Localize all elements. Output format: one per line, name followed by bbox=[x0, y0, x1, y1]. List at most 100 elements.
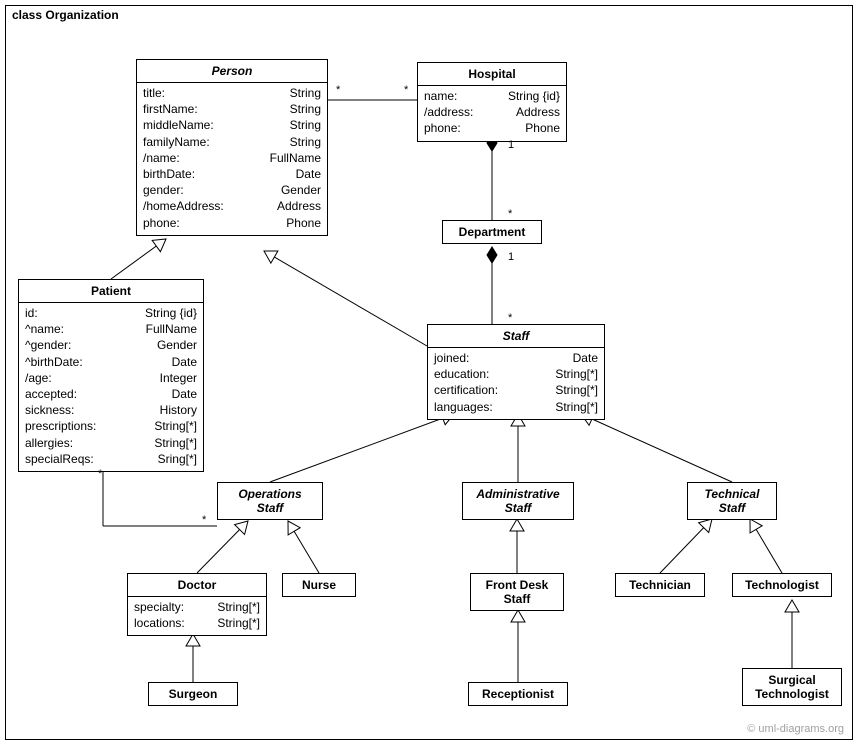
attribute-type: Date bbox=[284, 166, 321, 182]
attribute-row: /name: FullName bbox=[143, 150, 321, 166]
class-attributes: id:String {id}^name:FullName^gender:Gend… bbox=[19, 303, 203, 471]
class-doctor: Doctor specialty:String[*]locations: Strin… bbox=[127, 573, 267, 636]
class-title-line: Hospital bbox=[424, 67, 560, 81]
class-hospital: Hospital name: String {id} /address: Address… bbox=[417, 62, 567, 142]
class-title: Doctor bbox=[128, 574, 266, 597]
class-title: Patient bbox=[19, 280, 203, 303]
class-title: Hospital bbox=[418, 63, 566, 86]
attribute-row: /age:Integer bbox=[25, 370, 197, 386]
attribute-type: Integer bbox=[148, 370, 197, 386]
class-title: AdministrativeStaff bbox=[463, 483, 573, 519]
class-title-line: Surgical bbox=[749, 673, 835, 687]
class-patient: Patientid:String {id}^name:FullName^gend… bbox=[18, 279, 204, 472]
class-title-line: Receptionist bbox=[475, 687, 561, 701]
attribute-row: id: String {id} bbox=[25, 305, 197, 321]
attribute-type: Address bbox=[265, 198, 321, 214]
attribute-name: phone: bbox=[143, 215, 180, 231]
class-attributes: name:String {id}/address:Addressphone:Ph… bbox=[418, 86, 566, 141]
class-title-line: Technologist bbox=[739, 578, 825, 592]
attribute-row: title:String bbox=[143, 85, 321, 101]
attribute-name: specialReqs: bbox=[25, 451, 94, 467]
attribute-type: String bbox=[278, 134, 321, 150]
watermark: © uml-diagrams.org bbox=[747, 723, 844, 735]
attribute-type: Date bbox=[160, 386, 197, 402]
attribute-name: ^birthDate: bbox=[25, 354, 83, 370]
class-title: Front DeskStaff bbox=[471, 574, 563, 610]
attribute-type: String[*] bbox=[205, 615, 260, 631]
attribute-row: certification:String[*] bbox=[434, 382, 598, 398]
class-title: Person bbox=[137, 60, 327, 83]
attribute-row: ^gender: Gender bbox=[25, 337, 197, 353]
attribute-type: String {id} bbox=[496, 88, 560, 104]
attribute-type: String bbox=[278, 117, 321, 133]
attribute-name: /address: bbox=[424, 104, 473, 120]
attribute-type: String bbox=[278, 101, 321, 117]
attribute-type: FullName bbox=[258, 150, 321, 166]
frame-title: class Organization bbox=[5, 5, 140, 24]
attribute-name: name: bbox=[424, 88, 457, 104]
attribute-name: accepted: bbox=[25, 386, 77, 402]
class-title: TechnicalStaff bbox=[688, 483, 776, 519]
attribute-name: languages: bbox=[434, 399, 493, 415]
class-surgeon: Surgeon bbox=[148, 682, 238, 706]
uml-frame: class Organization Persontitle:Stringfir… bbox=[5, 5, 853, 740]
class-receptionist: Receptionist bbox=[468, 682, 568, 706]
class-title-line: Surgeon bbox=[155, 687, 231, 701]
class-title-line: Patient bbox=[25, 284, 197, 298]
attribute-row: specialReqs:Sring[*] bbox=[25, 451, 197, 467]
class-title: Staff bbox=[428, 325, 604, 348]
multiplicity-label: 1 bbox=[508, 251, 514, 263]
attribute-row: gender:Gender bbox=[143, 182, 321, 198]
class-title-line: Nurse bbox=[289, 578, 349, 592]
attribute-name: ^name: bbox=[25, 321, 64, 337]
attribute-type: Phone bbox=[513, 120, 560, 136]
attribute-name: prescriptions: bbox=[25, 418, 96, 434]
attribute-type: String[*] bbox=[205, 599, 260, 615]
multiplicity-label: * bbox=[202, 514, 206, 526]
attribute-name: sickness: bbox=[25, 402, 74, 418]
attribute-type: History bbox=[148, 402, 197, 418]
class-operationsstaff: OperationsStaff bbox=[217, 482, 323, 520]
multiplicity-label: * bbox=[508, 208, 512, 220]
class-title-line: Person bbox=[143, 64, 321, 78]
attribute-row: phone: Phone bbox=[143, 215, 321, 231]
class-technician: Technician bbox=[615, 573, 705, 597]
class-title-line: Staff bbox=[694, 501, 770, 515]
attribute-row: sickness: History bbox=[25, 402, 197, 418]
class-frontdeskstaff: Front DeskStaff bbox=[470, 573, 564, 611]
attribute-name: locations: bbox=[134, 615, 185, 631]
class-title: Surgeon bbox=[149, 683, 237, 705]
class-technicalstaff: TechnicalStaff bbox=[687, 482, 777, 520]
attribute-name: ^gender: bbox=[25, 337, 71, 353]
attribute-name: firstName: bbox=[143, 101, 198, 117]
class-nurse: Nurse bbox=[282, 573, 356, 597]
class-attributes: specialty:String[*]locations: String[*] bbox=[128, 597, 266, 635]
attribute-type: Gender bbox=[145, 337, 197, 353]
attribute-name: /name: bbox=[143, 150, 180, 166]
class-staff: Staff joined:Dateeducation:String[*]certi… bbox=[427, 324, 605, 420]
attribute-row: education:String[*] bbox=[434, 366, 598, 382]
class-title-line: Staff bbox=[434, 329, 598, 343]
class-attributes: joined:Dateeducation:String[*]certificat… bbox=[428, 348, 604, 419]
attribute-type: String[*] bbox=[543, 382, 598, 398]
attribute-name: id: bbox=[25, 305, 38, 321]
class-title-line: Staff bbox=[469, 501, 567, 515]
attribute-type: Phone bbox=[274, 215, 321, 231]
class-title-line: Front Desk bbox=[477, 578, 557, 592]
class-title: Receptionist bbox=[469, 683, 567, 705]
class-title-line: Department bbox=[449, 225, 535, 239]
attribute-type: String[*] bbox=[543, 366, 598, 382]
attribute-name: allergies: bbox=[25, 435, 73, 451]
class-title-line: Technologist bbox=[749, 687, 835, 701]
attribute-type: String {id} bbox=[133, 305, 197, 321]
attribute-type: Address bbox=[504, 104, 560, 120]
attribute-row: middleName:String bbox=[143, 117, 321, 133]
class-title: Department bbox=[443, 221, 541, 243]
attribute-row: locations: String[*] bbox=[134, 615, 260, 631]
attribute-row: /homeAddress: Address bbox=[143, 198, 321, 214]
attribute-name: title: bbox=[143, 85, 165, 101]
attribute-name: /homeAddress: bbox=[143, 198, 224, 214]
attribute-row: ^birthDate:Date bbox=[25, 354, 197, 370]
class-title-line: Administrative bbox=[469, 487, 567, 501]
attribute-row: specialty:String[*] bbox=[134, 599, 260, 615]
